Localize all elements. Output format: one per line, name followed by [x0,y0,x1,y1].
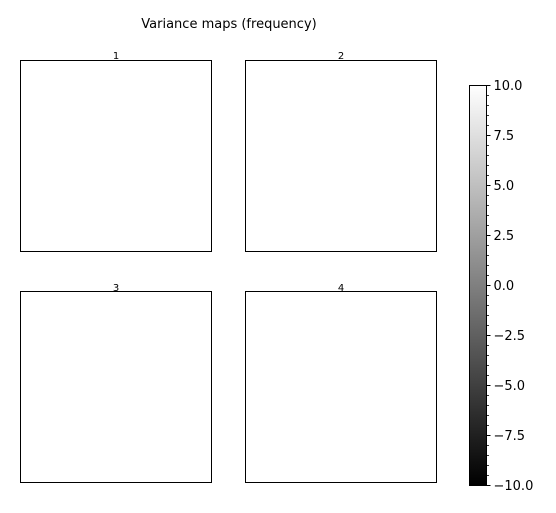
colorbar-tick-label: 10.0 [494,79,523,94]
colorbar-tick-label: 7.5 [494,129,515,144]
colorbar-tick-label: 2.5 [494,229,515,244]
colorbar-gradient [470,86,487,486]
colorbar-tick-label: 5.0 [494,179,515,194]
colorbar-tick-label: −2.5 [494,329,526,344]
colorbar-tick-label: −10.0 [494,479,534,494]
colorbar-tick-label: 0.0 [494,279,515,294]
colorbar-tick-label: −5.0 [494,379,526,394]
colorbar-tick-label: −7.5 [494,429,526,444]
colorbar-ticks: 10.0 7.5 5.0 2.5 0.0 −2.5 −5.0 −7.5 −10.0 [487,79,534,494]
